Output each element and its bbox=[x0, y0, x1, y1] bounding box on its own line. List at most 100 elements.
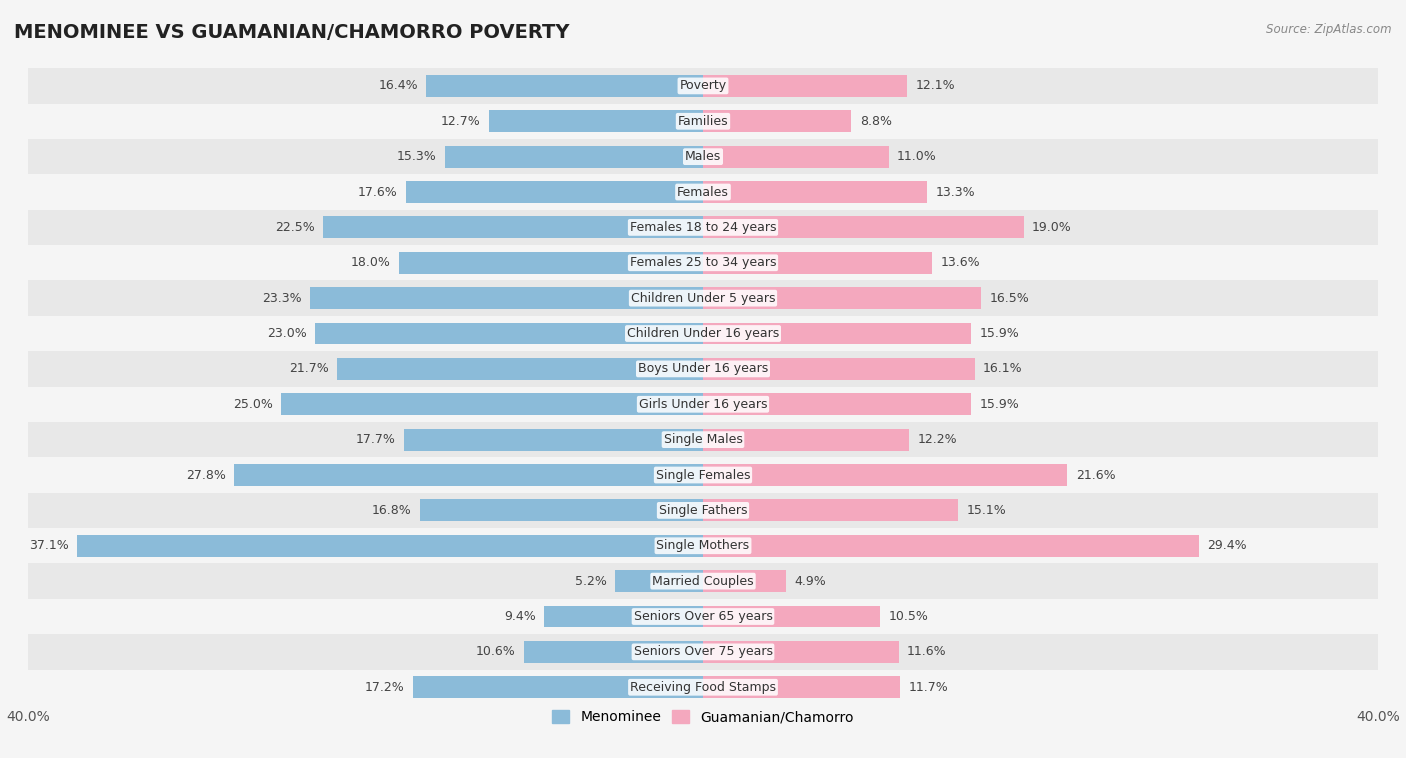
Bar bbox=[28, 351, 1378, 387]
Text: 10.6%: 10.6% bbox=[477, 645, 516, 659]
Bar bbox=[28, 457, 1378, 493]
Bar bbox=[703, 393, 972, 415]
Text: 15.9%: 15.9% bbox=[980, 398, 1019, 411]
Bar bbox=[309, 287, 703, 309]
Text: Boys Under 16 years: Boys Under 16 years bbox=[638, 362, 768, 375]
Text: Single Females: Single Females bbox=[655, 468, 751, 481]
Bar bbox=[703, 75, 907, 97]
Text: Single Males: Single Males bbox=[664, 433, 742, 446]
Text: 19.0%: 19.0% bbox=[1032, 221, 1071, 234]
Bar bbox=[703, 323, 972, 344]
Bar bbox=[399, 252, 703, 274]
Bar bbox=[703, 252, 932, 274]
Bar bbox=[703, 535, 1199, 556]
Text: 17.6%: 17.6% bbox=[359, 186, 398, 199]
Bar bbox=[703, 217, 1024, 238]
Text: 16.8%: 16.8% bbox=[371, 504, 411, 517]
Text: 8.8%: 8.8% bbox=[860, 114, 891, 128]
Text: Poverty: Poverty bbox=[679, 80, 727, 92]
Bar bbox=[28, 139, 1378, 174]
Bar bbox=[616, 570, 703, 592]
Bar bbox=[281, 393, 703, 415]
Bar bbox=[28, 493, 1378, 528]
Bar bbox=[703, 570, 786, 592]
Bar bbox=[28, 528, 1378, 563]
Bar bbox=[406, 181, 703, 203]
Text: 37.1%: 37.1% bbox=[30, 539, 69, 553]
Text: 17.7%: 17.7% bbox=[356, 433, 396, 446]
Bar bbox=[524, 641, 703, 662]
Bar bbox=[544, 606, 703, 628]
Text: 11.0%: 11.0% bbox=[897, 150, 936, 163]
Text: MENOMINEE VS GUAMANIAN/CHAMORRO POVERTY: MENOMINEE VS GUAMANIAN/CHAMORRO POVERTY bbox=[14, 23, 569, 42]
Text: Girls Under 16 years: Girls Under 16 years bbox=[638, 398, 768, 411]
Text: 11.6%: 11.6% bbox=[907, 645, 946, 659]
Text: 5.2%: 5.2% bbox=[575, 575, 607, 587]
Bar bbox=[703, 500, 957, 522]
Bar bbox=[323, 217, 703, 238]
Text: 29.4%: 29.4% bbox=[1208, 539, 1247, 553]
Text: 12.2%: 12.2% bbox=[917, 433, 957, 446]
Text: 27.8%: 27.8% bbox=[186, 468, 225, 481]
Bar bbox=[703, 358, 974, 380]
Text: 16.1%: 16.1% bbox=[983, 362, 1022, 375]
Text: 16.4%: 16.4% bbox=[378, 80, 418, 92]
Bar bbox=[489, 111, 703, 132]
Text: Males: Males bbox=[685, 150, 721, 163]
Text: Females 25 to 34 years: Females 25 to 34 years bbox=[630, 256, 776, 269]
Text: 21.7%: 21.7% bbox=[288, 362, 329, 375]
Text: 23.0%: 23.0% bbox=[267, 327, 307, 340]
Text: Single Fathers: Single Fathers bbox=[659, 504, 747, 517]
Text: 13.3%: 13.3% bbox=[936, 186, 976, 199]
Bar bbox=[28, 68, 1378, 104]
Text: Females: Females bbox=[678, 186, 728, 199]
Bar bbox=[703, 641, 898, 662]
Bar bbox=[28, 104, 1378, 139]
Text: 9.4%: 9.4% bbox=[505, 610, 536, 623]
Bar bbox=[703, 429, 908, 450]
Bar bbox=[703, 111, 852, 132]
Legend: Menominee, Guamanian/Chamorro: Menominee, Guamanian/Chamorro bbox=[547, 705, 859, 730]
Bar bbox=[28, 599, 1378, 634]
Text: Source: ZipAtlas.com: Source: ZipAtlas.com bbox=[1267, 23, 1392, 36]
Bar bbox=[233, 464, 703, 486]
Bar bbox=[28, 422, 1378, 457]
Text: 15.1%: 15.1% bbox=[966, 504, 1005, 517]
Bar bbox=[405, 429, 703, 450]
Bar bbox=[413, 676, 703, 698]
Bar bbox=[28, 280, 1378, 316]
Bar bbox=[337, 358, 703, 380]
Text: 21.6%: 21.6% bbox=[1076, 468, 1115, 481]
Text: Females 18 to 24 years: Females 18 to 24 years bbox=[630, 221, 776, 234]
Text: 25.0%: 25.0% bbox=[233, 398, 273, 411]
Bar bbox=[28, 245, 1378, 280]
Bar bbox=[28, 316, 1378, 351]
Text: Families: Families bbox=[678, 114, 728, 128]
Text: 12.1%: 12.1% bbox=[915, 80, 955, 92]
Text: Single Mothers: Single Mothers bbox=[657, 539, 749, 553]
Bar bbox=[703, 606, 880, 628]
Text: 15.3%: 15.3% bbox=[396, 150, 436, 163]
Bar bbox=[703, 181, 928, 203]
Bar bbox=[703, 287, 981, 309]
Text: 4.9%: 4.9% bbox=[794, 575, 825, 587]
Bar bbox=[703, 676, 900, 698]
Text: Seniors Over 75 years: Seniors Over 75 years bbox=[634, 645, 772, 659]
Text: Seniors Over 65 years: Seniors Over 65 years bbox=[634, 610, 772, 623]
Bar bbox=[315, 323, 703, 344]
Text: 12.7%: 12.7% bbox=[440, 114, 481, 128]
Text: 15.9%: 15.9% bbox=[980, 327, 1019, 340]
Bar bbox=[28, 634, 1378, 669]
Bar bbox=[703, 464, 1067, 486]
Text: 16.5%: 16.5% bbox=[990, 292, 1029, 305]
Bar bbox=[28, 174, 1378, 210]
Text: Children Under 16 years: Children Under 16 years bbox=[627, 327, 779, 340]
Text: 11.7%: 11.7% bbox=[908, 681, 949, 694]
Text: 23.3%: 23.3% bbox=[262, 292, 301, 305]
Text: 18.0%: 18.0% bbox=[352, 256, 391, 269]
Bar bbox=[28, 669, 1378, 705]
Text: Children Under 5 years: Children Under 5 years bbox=[631, 292, 775, 305]
Text: Married Couples: Married Couples bbox=[652, 575, 754, 587]
Text: 22.5%: 22.5% bbox=[276, 221, 315, 234]
Text: 17.2%: 17.2% bbox=[364, 681, 405, 694]
